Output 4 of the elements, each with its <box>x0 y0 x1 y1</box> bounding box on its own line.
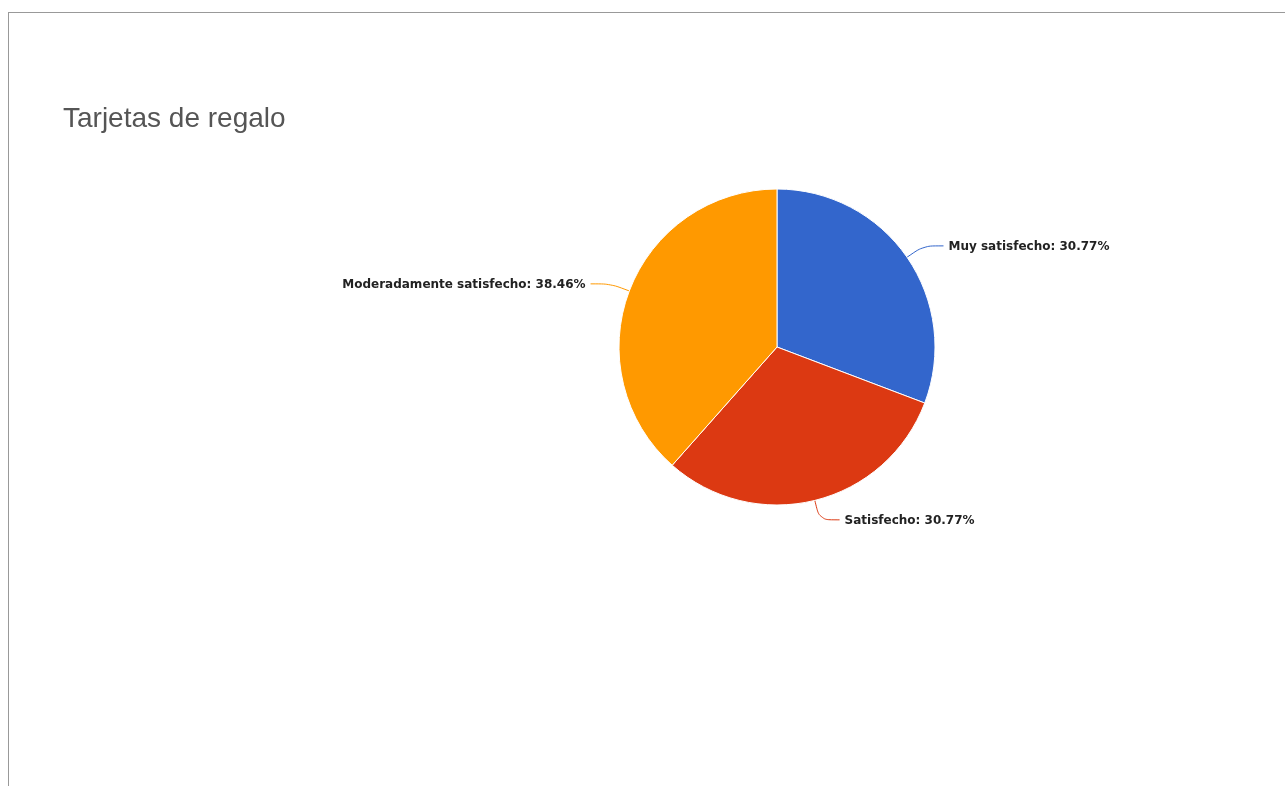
slice-label: Satisfecho: 30.77% <box>844 512 975 527</box>
slice-label: Moderadamente satisfecho: 38.46% <box>342 276 586 291</box>
chart-title: Tarjetas de regalo <box>63 101 286 133</box>
slice-label: Muy satisfecho: 30.77% <box>948 238 1110 253</box>
